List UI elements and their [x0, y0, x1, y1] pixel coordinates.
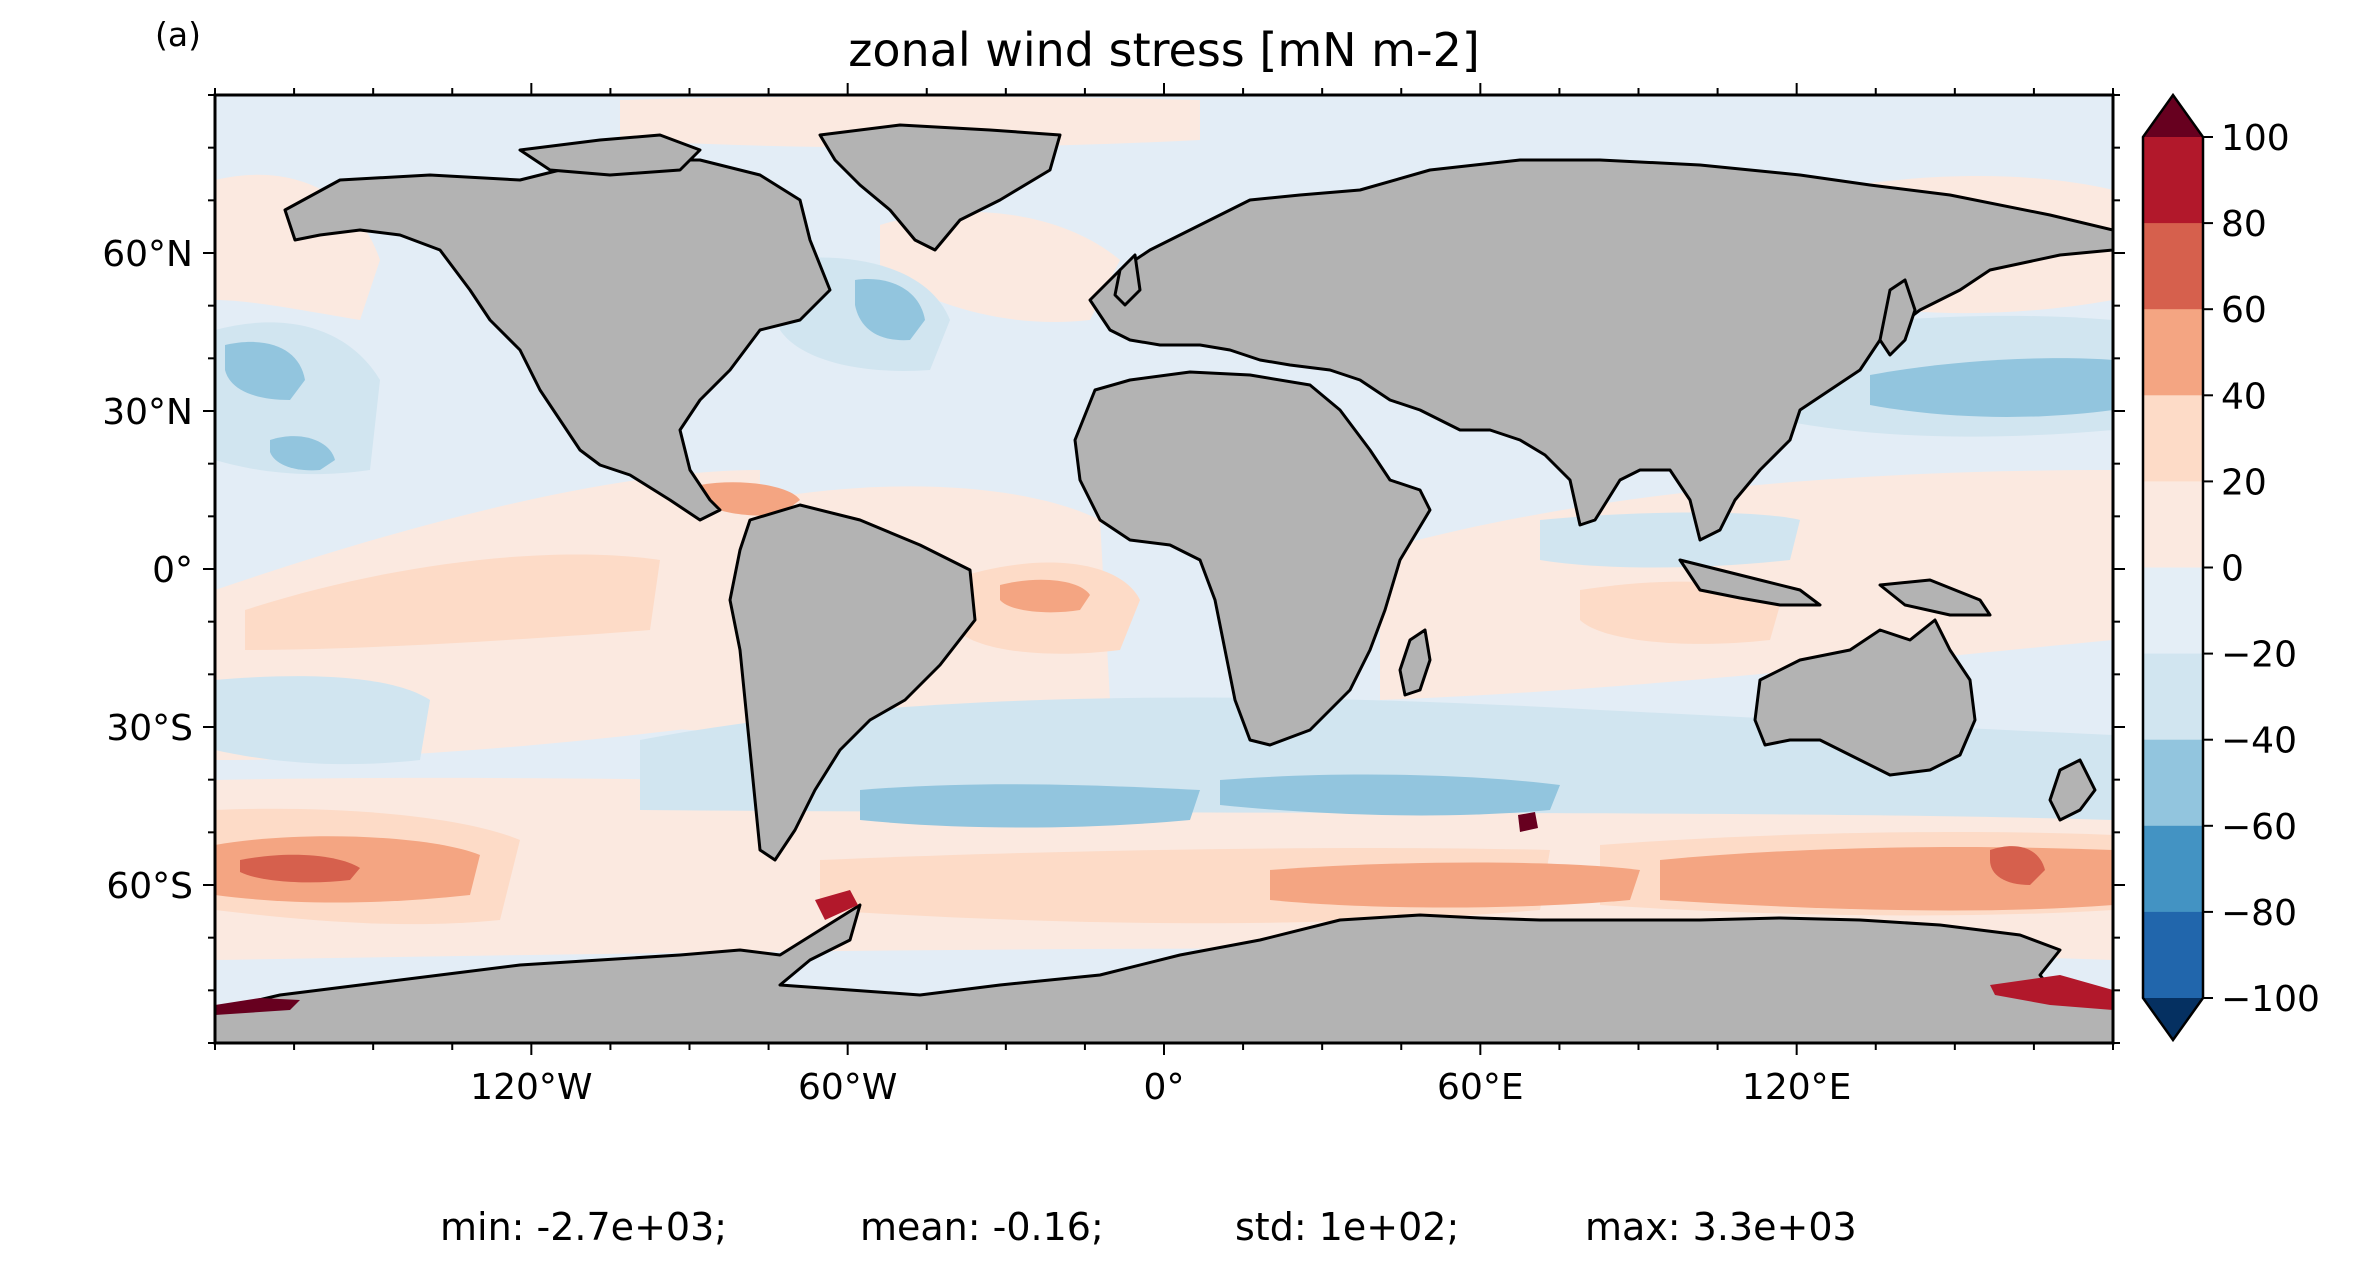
map-title: zonal wind stress [mN m-2]: [848, 23, 1480, 77]
contour-pos-strong: [1660, 847, 2113, 911]
x-tick-label: 60°W: [798, 1067, 897, 1108]
contour-neg-moderate: [860, 784, 1200, 828]
colorbar-extend-max: [2143, 95, 2203, 137]
colorbar-bin: [2143, 223, 2203, 310]
latitude-tick-labels: 60°N 30°N 0° 30°S 60°S: [102, 234, 193, 907]
contour-neg-moderate: [1870, 358, 2113, 417]
colorbar-bin: [2143, 481, 2203, 568]
x-tick-label: 120°W: [470, 1067, 592, 1108]
land-japan: [1878, 278, 1917, 357]
land-europe-asia: [1088, 158, 2113, 542]
contour-neg-moderate: [855, 279, 925, 341]
contour-neg-moderate: [225, 341, 305, 400]
coastal-strong-positive: [1990, 975, 2113, 1010]
land-arctic-islands: [518, 133, 702, 177]
colorbar-tick-label: −80: [2221, 893, 2297, 934]
colorbar-tick-label: −40: [2221, 721, 2297, 762]
land-north-america: [283, 158, 832, 522]
x-tick-label: 0°: [1144, 1067, 1185, 1108]
colorbar-bin: [2143, 309, 2203, 396]
coastal-strong-positive: [215, 998, 300, 1015]
land-madagascar: [1398, 628, 1432, 697]
y-tick-label: 60°S: [106, 866, 193, 907]
colorbar-tick-label: 0: [2221, 549, 2244, 590]
panel-label: (a): [155, 15, 201, 54]
colorbar-tick-label: 40: [2221, 376, 2267, 417]
land-uk: [1113, 253, 1142, 307]
colorbar-bin: [2143, 567, 2203, 655]
axis-ticks: [203, 83, 2125, 1055]
colorbar-bin: [2143, 653, 2203, 741]
colorbar-bin: [2143, 911, 2203, 999]
stat-max: max: 3.3e+03: [1585, 1205, 1857, 1249]
y-tick-label: 60°N: [102, 234, 193, 275]
y-tick-label: 30°S: [106, 708, 193, 749]
colorbar-tick-label: −60: [2221, 807, 2297, 848]
x-tick-label: 120°E: [1742, 1067, 1851, 1108]
colorbar-extend-min: [2143, 998, 2203, 1040]
contour-neg-weak: [1540, 512, 1800, 568]
colorbar-tick-label: 80: [2221, 204, 2267, 245]
y-tick-label: 0°: [152, 550, 193, 591]
colorbar-tick-label: 60: [2221, 290, 2267, 331]
contour-pos-strong: [1270, 862, 1640, 908]
stat-mean: mean: -0.16;: [860, 1205, 1104, 1249]
colorbar-tick-label: 100: [2221, 118, 2290, 159]
colorbar-bin: [2143, 137, 2203, 224]
land-greenland: [818, 123, 1062, 252]
x-tick-label: 60°E: [1437, 1067, 1524, 1108]
coastal-strong-positive: [1518, 812, 1538, 832]
land-new-zealand: [2048, 758, 2097, 822]
land-masses: [215, 123, 2113, 1043]
contour-neg-moderate: [1220, 774, 1560, 816]
contour-pos-strong: [1000, 579, 1090, 613]
colorbar-bin: [2143, 825, 2203, 913]
contour-pos-moderate: [245, 554, 660, 650]
land-australia: [1753, 618, 1977, 777]
contour-pos-very-strong: [240, 854, 360, 883]
colorbar-bin: [2143, 739, 2203, 827]
contour-neg-weak: [215, 676, 430, 765]
contour-pos-strong: [700, 482, 800, 516]
colorbar-tick-label: −20: [2221, 635, 2297, 676]
longitude-tick-labels: 120°W 60°W 0° 60°E 120°E: [470, 1067, 1851, 1108]
coastal-strong-positive: [815, 890, 858, 920]
coastal-extremes: [215, 812, 2113, 1015]
stat-min: min: -2.7e+03;: [440, 1205, 727, 1249]
colorbar: 100 80 60 40 20 0 −20 −40 −60 −80 −100: [2141, 92, 2320, 1043]
contour-neg-moderate: [270, 436, 335, 471]
land-antarctica: [215, 903, 2113, 1043]
colorbar-tick-label: −100: [2221, 979, 2320, 1020]
land-africa: [1073, 370, 1432, 747]
y-tick-label: 30°N: [102, 392, 193, 433]
land-new-guinea: [1878, 578, 1992, 617]
stat-std: std: 1e+02;: [1235, 1205, 1459, 1249]
contour-pos-very-strong: [1990, 846, 2045, 885]
colorbar-tick-label: 20: [2221, 462, 2267, 503]
colorbar-bin: [2143, 395, 2203, 482]
land-southeast-asia-islands: [1678, 558, 1822, 607]
land-south-america: [728, 503, 977, 862]
map-area: [215, 95, 2113, 1043]
